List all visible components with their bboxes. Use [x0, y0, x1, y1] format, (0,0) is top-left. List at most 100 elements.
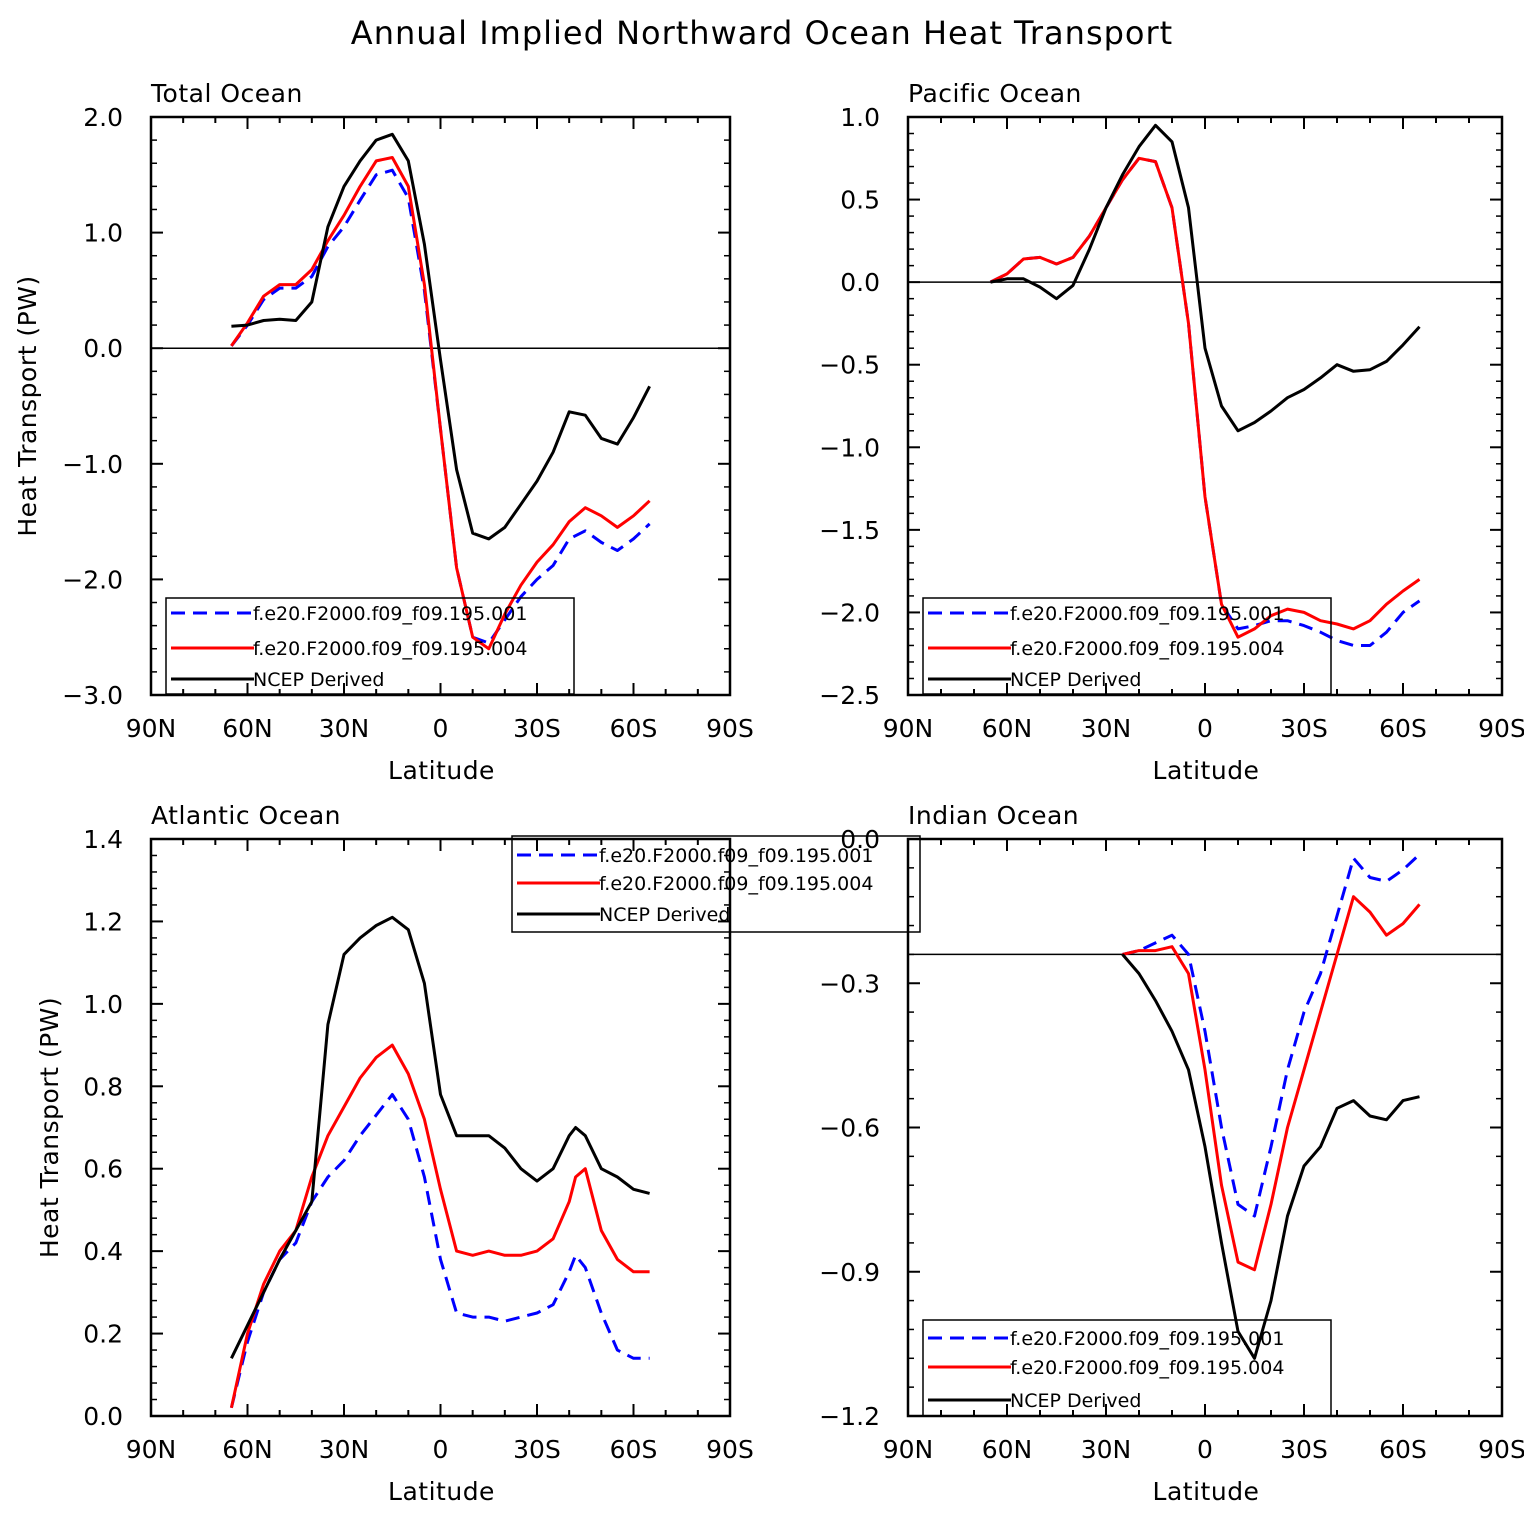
x-tick-label: 30S	[1280, 714, 1328, 743]
series-line-series_004	[230, 156, 651, 651]
x-tick-label: 60N	[222, 714, 273, 743]
x-tick-label: 30N	[1081, 714, 1132, 743]
y-tick-label: 1.0	[83, 990, 123, 1019]
x-tick-label: 0	[433, 1435, 449, 1464]
y-tick-label: 0.4	[83, 1237, 123, 1266]
series-line-series_004	[229, 1043, 650, 1409]
legend-label: f.e20.F2000.f09_f09.195.001	[253, 603, 527, 625]
series-line-ncep	[231, 132, 651, 541]
x-tick-label: 0	[433, 714, 449, 743]
legend-label: f.e20.F2000.f09_f09.195.001	[1010, 603, 1284, 625]
panel-title: Atlantic Ocean	[151, 801, 341, 830]
legend-label: f.e20.F2000.f09_f09.195.004	[599, 873, 873, 895]
y-tick-label: −1.5	[819, 516, 880, 545]
x-axis-label: Latitude	[1153, 1477, 1260, 1506]
legend-label: f.e20.F2000.f09_f09.195.004	[1010, 638, 1284, 660]
series-line-series_001	[989, 156, 1421, 647]
legend-box	[922, 1319, 1332, 1417]
x-tick-label: 90S	[706, 714, 754, 743]
y-tick-label: 1.2	[83, 907, 123, 936]
x-tick-label: 90S	[706, 1435, 754, 1464]
panel-title: Indian Ocean	[908, 801, 1079, 830]
legend-label: f.e20.F2000.f09_f09.195.004	[1010, 1357, 1284, 1379]
y-tick-label: 1.0	[840, 103, 880, 132]
x-tick-label: 30S	[1280, 1435, 1328, 1464]
y-tick-label: −0.9	[819, 1258, 880, 1287]
y-axis-label: Heat Transport (PW)	[13, 275, 42, 536]
legend: f.e20.F2000.f09_f09.195.001 f.e20.F2000.f…	[922, 1319, 1332, 1417]
legend-label: NCEP Derived	[253, 669, 384, 691]
plot-frame	[149, 115, 732, 697]
plot-frame	[149, 837, 732, 1418]
legend-label: f.e20.F2000.f09_f09.195.004	[253, 638, 527, 660]
y-tick-label: −3.0	[62, 681, 123, 710]
legend-label: f.e20.F2000.f09_f09.195.001	[1010, 1328, 1284, 1350]
legend-box	[511, 835, 921, 933]
y-tick-label: 0.0	[83, 334, 123, 363]
y-tick-label: 0.0	[840, 268, 880, 297]
y-tick-label: 0.5	[840, 186, 880, 215]
series-line-ncep	[230, 915, 650, 1359]
x-tick-label: 60N	[222, 1435, 273, 1464]
x-tick-label: 60S	[610, 1435, 658, 1464]
y-tick-label: −1.0	[819, 433, 880, 462]
series-line-series_004	[989, 156, 1421, 639]
x-tick-label: 30S	[513, 714, 561, 743]
panel-1: 90N 60N 30N 0 30S 60S 90S 2.0 1.0 0.0 −1.0 −2.0 −3.0…	[13, 79, 754, 785]
y-tick-label: 0.8	[83, 1072, 123, 1101]
y-tick-label: 1.0	[83, 219, 123, 248]
legend-box	[922, 597, 1332, 695]
legend-label: f.e20.F2000.f09_f09.195.001	[599, 845, 873, 867]
y-tick-label: −1.2	[819, 1402, 880, 1431]
x-tick-label: 90S	[1478, 1435, 1524, 1464]
x-tick-label: 30N	[319, 714, 370, 743]
legend-label: NCEP Derived	[599, 904, 730, 926]
x-tick-label: 90N	[883, 1435, 934, 1464]
x-tick-label: 30N	[1081, 1435, 1132, 1464]
y-tick-label: 0.6	[83, 1155, 123, 1184]
panel-title: Total Ocean	[150, 79, 303, 108]
x-tick-label: 90N	[126, 1435, 177, 1464]
y-axis-label: Heat Transport (PW)	[35, 997, 64, 1258]
x-tick-label: 60S	[1379, 714, 1427, 743]
y-tick-label: −0.6	[819, 1114, 880, 1143]
x-tick-label: 90S	[1478, 714, 1524, 743]
x-tick-label: 30N	[319, 1435, 370, 1464]
y-tick-label: 1.4	[83, 825, 123, 854]
series-line-series_001	[1122, 853, 1421, 1218]
x-tick-label: 30S	[513, 1435, 561, 1464]
series-line-ncep	[1121, 953, 1420, 1360]
x-tick-label: 90N	[883, 714, 934, 743]
x-axis-label: Latitude	[388, 756, 495, 785]
x-axis-label: Latitude	[1153, 756, 1260, 785]
y-tick-label: −2.5	[819, 681, 880, 710]
plot-frame	[906, 115, 1504, 697]
x-tick-label: 60S	[610, 714, 658, 743]
legend: f.e20.F2000.f09_f09.195.001 f.e20.F2000.f…	[922, 597, 1332, 695]
y-tick-label: −2.0	[62, 565, 123, 594]
legend-label: NCEP Derived	[1010, 1390, 1141, 1412]
y-tick-label: −0.5	[819, 351, 880, 380]
series-line-ncep	[990, 123, 1421, 433]
y-tick-label: −0.3	[819, 969, 880, 998]
y-tick-label: 0.2	[83, 1320, 123, 1349]
panel-4: 90N 60N 30N 0 30S 60S 90S 0.0 −0.3 −0.6 −0.9 −1.2 In…	[819, 801, 1524, 1506]
series-line-series_001	[230, 168, 651, 645]
panel-3: 90N 60N 30N 0 30S 60S 90S 1.4 1.2 1.0 0.8 0.6 0.4 0.2…	[35, 801, 921, 1506]
y-tick-label: −2.0	[819, 598, 880, 627]
legend-box	[165, 597, 575, 695]
x-tick-label: 60S	[1379, 1435, 1427, 1464]
y-tick-label: −1.0	[62, 450, 123, 479]
x-tick-label: 0	[1197, 1435, 1213, 1464]
legend-label: NCEP Derived	[1010, 669, 1141, 691]
panels: 90N 60N 30N 0 30S 60S 90S 2.0 1.0 0.0 −1.0 −2.0 −3.0…	[13, 79, 1524, 1506]
y-tick-label: 0.0	[83, 1402, 123, 1431]
legend: f.e20.F2000.f09_f09.195.001 f.e20.F2000.f…	[165, 597, 575, 695]
x-tick-label: 0	[1197, 714, 1213, 743]
x-tick-label: 90N	[126, 714, 177, 743]
y-tick-label: 0.0	[840, 825, 880, 854]
figure-title: Annual Implied Northward Ocean Heat Tran…	[351, 14, 1173, 52]
panel-2: 90N 60N 30N 0 30S 60S 90S 1.0 0.5 0.0 −0.5 −1.0 −1.5…	[819, 79, 1524, 785]
legend: f.e20.F2000.f09_f09.195.001 f.e20.F2000.f…	[511, 835, 921, 933]
